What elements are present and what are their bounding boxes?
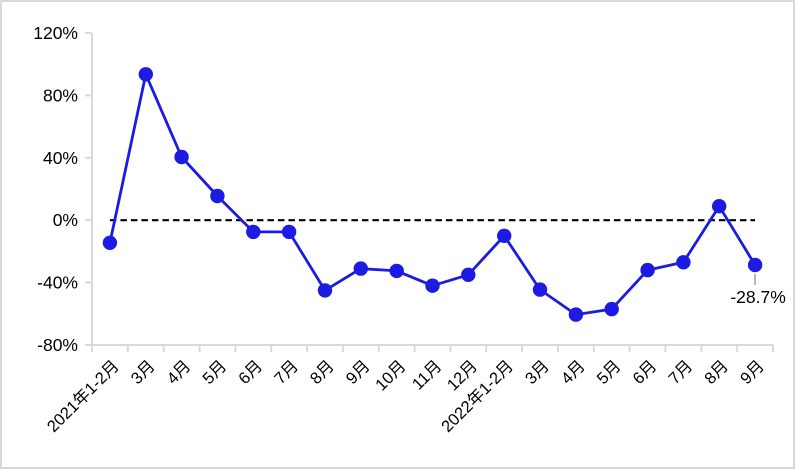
data-point: [747, 257, 763, 273]
x-axis-category-label: 4月: [164, 357, 195, 388]
data-point: [102, 235, 118, 250]
data-point: [497, 228, 512, 243]
y-axis-tick-label: 80%: [43, 85, 78, 105]
x-axis-category-label: 2021年1-2月: [43, 356, 123, 436]
y-axis-tick-label: 0%: [53, 210, 78, 230]
data-point: [604, 301, 619, 317]
data-point: [712, 199, 727, 214]
data-point: [281, 224, 297, 240]
x-axis-category-label: 4月: [558, 357, 589, 388]
data-point: [425, 278, 440, 293]
y-axis-tick-label: -40%: [37, 273, 78, 293]
x-axis-category-label: 8月: [307, 357, 338, 388]
data-point: [210, 188, 225, 204]
data-point: [461, 267, 476, 282]
x-axis-category-label: 11月: [409, 357, 446, 394]
data-point: [246, 224, 261, 240]
y-axis-tick-label: -80%: [37, 335, 78, 355]
y-axis-tick-label: 40%: [43, 148, 78, 168]
x-axis-category-label: 3月: [522, 357, 553, 388]
data-point: [532, 282, 548, 297]
data-point: [138, 67, 153, 82]
x-axis-category-label: 6月: [235, 357, 266, 388]
data-point: [568, 307, 584, 322]
x-axis-category-label: 10月: [372, 357, 409, 394]
x-axis-category-label: 7月: [271, 357, 302, 388]
x-axis-category-label: 9月: [343, 357, 374, 388]
x-axis-category-label: 8月: [701, 357, 732, 388]
x-axis-category-label: 5月: [594, 357, 625, 388]
x-axis-category-label: 7月: [665, 357, 696, 388]
data-point: [317, 283, 333, 298]
data-label-annotation: -28.7%: [730, 287, 785, 307]
x-axis-category-label: 3月: [128, 357, 159, 388]
y-axis-tick-label: 120%: [33, 23, 78, 43]
data-point: [389, 263, 404, 279]
x-axis-category-label: 5月: [199, 357, 230, 388]
data-point: [640, 262, 655, 278]
x-axis-category-label: 6月: [629, 357, 660, 388]
data-point: [353, 261, 368, 276]
data-point: [174, 149, 189, 165]
x-axis-category-label: 9月: [737, 357, 768, 388]
data-point: [676, 255, 691, 270]
